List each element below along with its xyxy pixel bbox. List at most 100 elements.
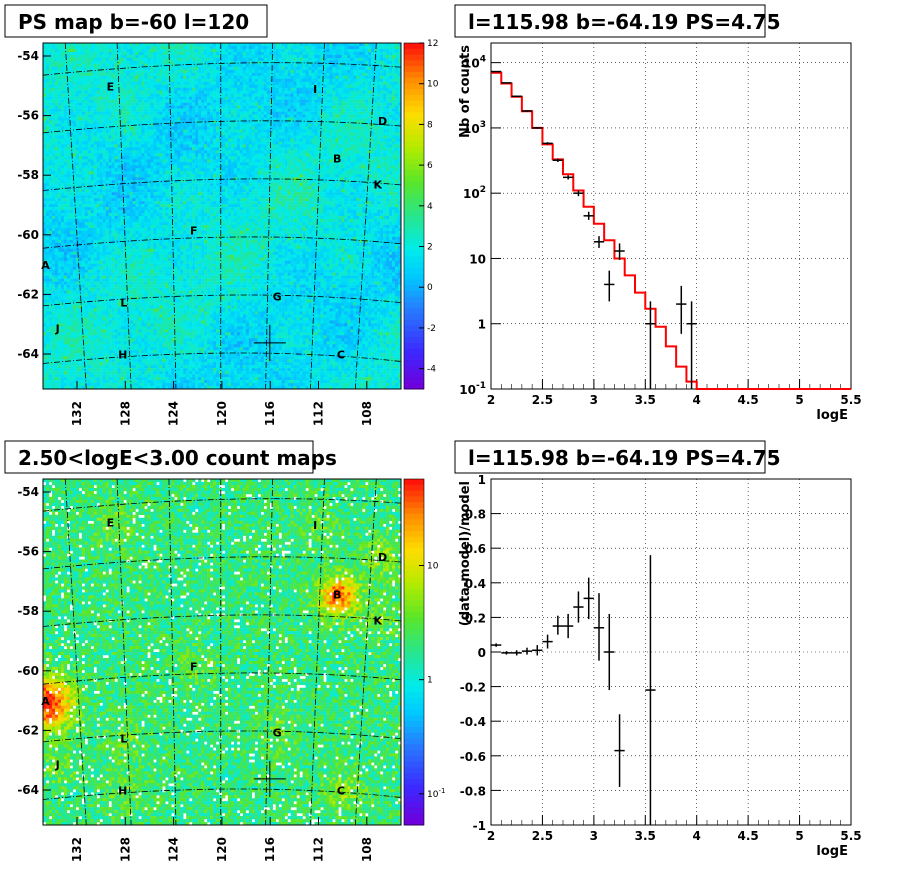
sky-map-panel-counts: 2.50<logE<3.00 count maps-54-56-58-60-62… <box>5 441 445 862</box>
plot-grid <box>491 479 851 825</box>
data-point-6 <box>553 616 563 635</box>
y-axis-label: (data-model)/model <box>458 481 473 626</box>
map-x-tick-label: 124 <box>167 401 181 426</box>
x-tick-label: 5 <box>795 829 803 843</box>
map-x-tick-label: 116 <box>263 401 277 426</box>
source-label-k: K <box>373 614 382 627</box>
data-point-13 <box>645 555 655 825</box>
source-label-f: F <box>190 224 198 237</box>
x-tick-label: 4.5 <box>738 829 759 843</box>
map-pixels <box>43 43 401 389</box>
data-point-13 <box>645 301 655 389</box>
palette-tick-label: 6 <box>427 161 433 171</box>
x-tick-label: 5.5 <box>840 393 861 407</box>
source-label-g: G <box>273 727 282 740</box>
source-label-c: C <box>337 348 345 361</box>
data-point-12 <box>614 714 624 787</box>
data-point-9 <box>584 578 594 620</box>
x-tick-label: 5.5 <box>840 829 861 843</box>
palette-tick-label: 10 <box>427 562 439 572</box>
data-point-10 <box>594 593 604 660</box>
source-label-a: A <box>41 695 50 708</box>
data-point-2 <box>512 650 522 655</box>
x-tick-label: 2.5 <box>532 829 553 843</box>
map-y-tick-label: -62 <box>17 287 39 301</box>
residual-panel: l=115.98 b=-64.19 PS=4.752 2.5 3 3.5 4 4.5 5 5.… <box>455 441 862 859</box>
source-label-e: E <box>107 516 115 529</box>
plot-title: l=115.98 b=-64.19 PS=4.75 <box>468 446 781 470</box>
palette-tick-label: 4 <box>427 202 433 212</box>
y-axis-label: Nb of counts <box>458 45 473 138</box>
data-point-14 <box>676 286 686 334</box>
palette-tick-label: 2 <box>427 243 433 253</box>
data-point-11 <box>604 614 614 690</box>
source-label-j: J <box>55 758 60 771</box>
map-title: PS map b=-60 l=120 <box>18 10 249 34</box>
data-point-1 <box>501 82 511 83</box>
map-x-tick-label: 120 <box>215 837 229 862</box>
source-label-h: H <box>118 784 127 797</box>
plot-grid <box>491 43 851 389</box>
palette-tick-label: 10-1 <box>427 787 445 800</box>
map-y-tick-label: -54 <box>17 49 39 63</box>
data-point-9 <box>584 212 594 220</box>
source-label-h: H <box>118 348 127 361</box>
y-tick-label: 1 <box>478 318 486 332</box>
source-label-a: A <box>41 259 50 272</box>
map-x-tick-label: 124 <box>167 837 181 862</box>
x-tick-label: 2 <box>487 393 495 407</box>
map-x-tick-label: 128 <box>118 401 132 426</box>
y-tick-label: -0.8 <box>460 784 486 798</box>
map-x-tick-label: 112 <box>312 837 326 862</box>
data-point-0 <box>491 71 501 72</box>
map-title: 2.50<logE<3.00 count maps <box>18 446 337 470</box>
data-point-4 <box>532 645 542 655</box>
source-label-g: G <box>273 291 282 304</box>
palette-tick-label: 12 <box>427 39 438 49</box>
map-y-tick-label: -56 <box>17 545 39 559</box>
source-label-d: D <box>378 551 387 564</box>
source-label-c: C <box>337 784 345 797</box>
y-tick-label: -0.2 <box>460 681 486 695</box>
source-label-i: I <box>313 519 317 532</box>
data-point-4 <box>532 127 542 129</box>
y-tick-label: -0.4 <box>460 715 486 729</box>
source-label-b: B <box>333 588 341 601</box>
data-point-1 <box>501 651 511 654</box>
source-label-b: B <box>333 152 341 165</box>
map-x-tick-label: 116 <box>263 837 277 862</box>
palette-tick-label: -4 <box>427 365 436 375</box>
x-tick-label: 3 <box>590 393 598 407</box>
map-x-tick-label: 108 <box>360 401 374 426</box>
x-tick-label: 3 <box>590 829 598 843</box>
map-x-tick-label: 120 <box>215 401 229 426</box>
y-tick-label: 1 <box>478 473 486 487</box>
data-point-5 <box>542 635 552 649</box>
data-point-11 <box>604 271 614 302</box>
y-tick-label: -1 <box>473 819 486 833</box>
data-point-0 <box>491 643 501 646</box>
model-histogram <box>491 73 851 389</box>
data-point-3 <box>522 648 532 655</box>
data-point-2 <box>512 96 522 97</box>
x-tick-label: 3.5 <box>635 829 656 843</box>
x-tick-label: 4 <box>693 393 701 407</box>
map-y-tick-label: -64 <box>17 347 39 361</box>
source-label-i: I <box>313 83 317 96</box>
palette-tick-label: -2 <box>427 324 436 334</box>
x-axis-label: logE <box>816 844 848 859</box>
map-x-tick-label: 108 <box>360 837 374 862</box>
x-axis-label: logE <box>816 408 848 423</box>
map-x-tick-label: 112 <box>312 401 326 426</box>
map-y-tick-label: -56 <box>17 109 39 123</box>
plot-frame <box>491 43 851 389</box>
data-point-12 <box>614 243 624 259</box>
y-tick-label: 10-1 <box>459 381 486 397</box>
map-y-tick-label: -58 <box>17 168 39 182</box>
source-label-e: E <box>107 80 115 93</box>
source-label-k: K <box>373 178 382 191</box>
map-y-tick-label: -60 <box>17 228 39 242</box>
map-x-tick-label: 132 <box>70 837 84 862</box>
